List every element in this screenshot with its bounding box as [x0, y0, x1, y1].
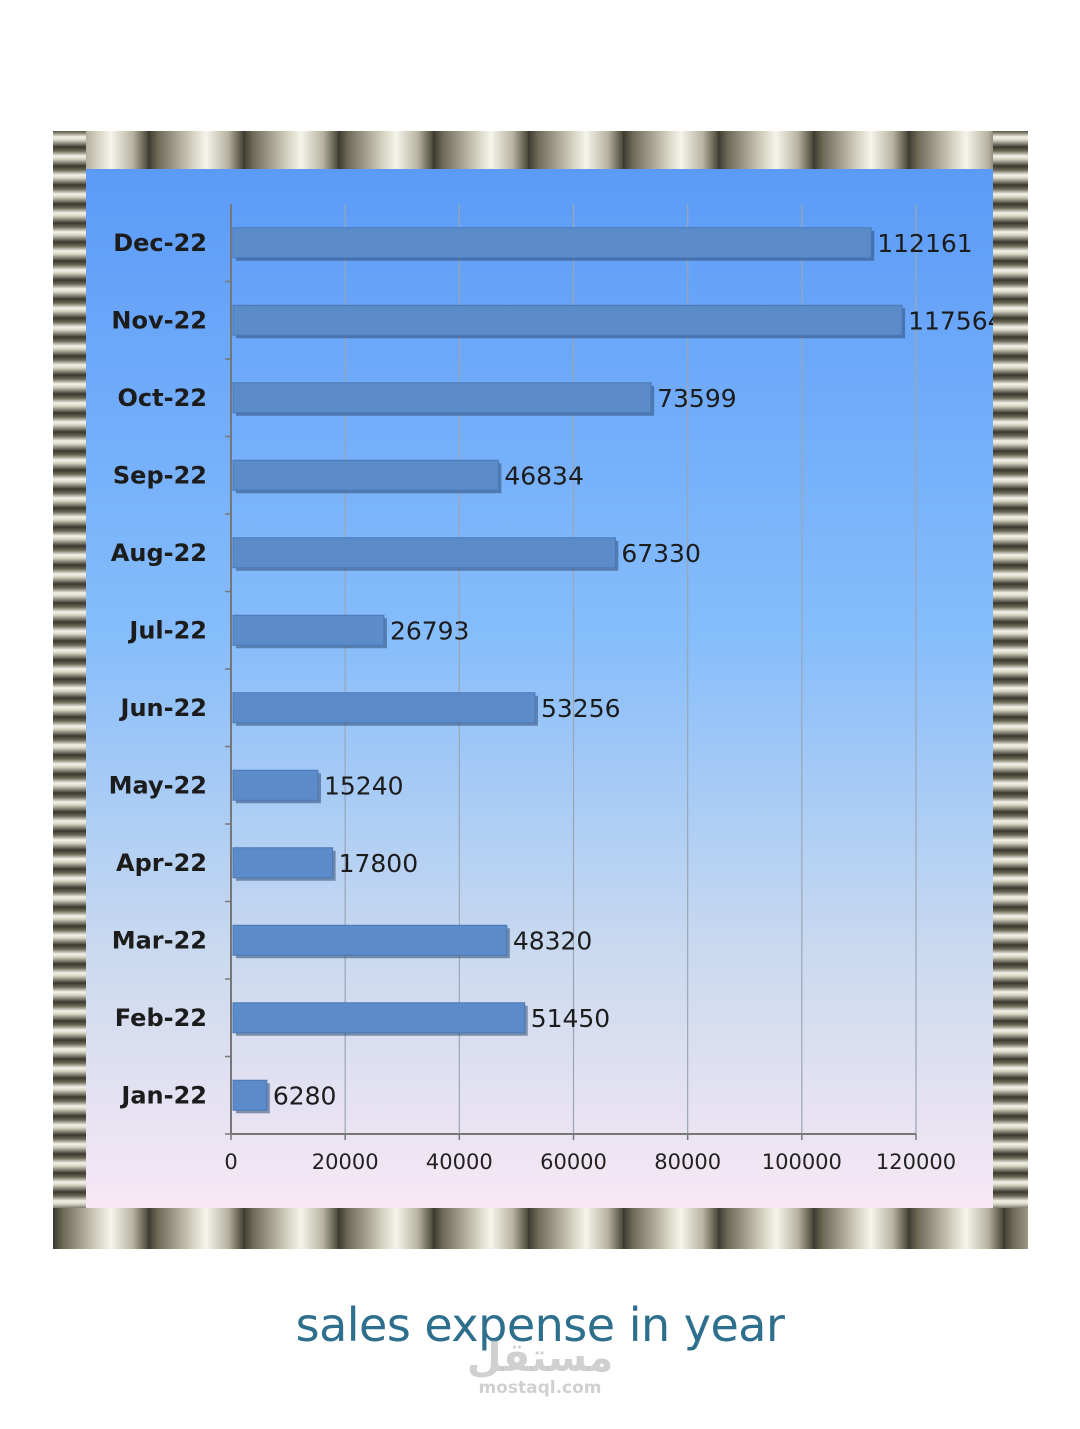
- data-label: 17800: [339, 849, 419, 878]
- y-category-label: Aug-22: [111, 539, 207, 567]
- bar: [232, 692, 536, 724]
- frame-bottom-border: [53, 1208, 1028, 1249]
- x-tick-label: 40000: [426, 1150, 493, 1174]
- watermark-logo-text: مستقل: [466, 1335, 614, 1381]
- bar: [232, 537, 616, 569]
- x-tick-label: 120000: [876, 1150, 956, 1174]
- data-label: 6280: [273, 1081, 337, 1110]
- bar: [232, 847, 334, 879]
- data-label: 53256: [541, 694, 621, 723]
- bar: [232, 304, 903, 336]
- data-label: 15240: [324, 771, 404, 800]
- data-label: 48320: [513, 926, 593, 955]
- y-category-label: Jan-22: [119, 1081, 207, 1109]
- bar-chart: 0 20000 40000 60000 80000 100000 120000 Dec-22 1…: [109, 204, 993, 1174]
- bar: [232, 1002, 526, 1034]
- y-category-label: Feb-22: [115, 1004, 207, 1032]
- y-category-label: May-22: [109, 771, 207, 799]
- bar: [232, 227, 872, 259]
- data-label: 46834: [504, 461, 584, 490]
- data-label: 26793: [390, 616, 470, 645]
- y-category-label: Apr-22: [116, 849, 207, 877]
- y-category-label: Sep-22: [113, 461, 207, 489]
- bar: [232, 1079, 268, 1111]
- x-tick-label: 20000: [312, 1150, 379, 1174]
- y-category-label: Dec-22: [113, 229, 207, 257]
- bar: [232, 459, 499, 491]
- bar: [232, 614, 385, 646]
- x-tick-label: 100000: [762, 1150, 842, 1174]
- data-label: 112161: [877, 229, 972, 258]
- bar: [232, 382, 652, 414]
- frame-left-border: [53, 131, 86, 1249]
- bar: [232, 769, 319, 801]
- y-category-label: Nov-22: [111, 306, 207, 334]
- x-tick-label: 80000: [654, 1150, 721, 1174]
- watermark: مستقل mostaql.com: [440, 1338, 640, 1398]
- data-label: 67330: [621, 539, 701, 568]
- y-category-label: Mar-22: [112, 926, 207, 954]
- bar: [232, 924, 508, 956]
- data-label: 73599: [657, 384, 737, 413]
- x-tick-label: 60000: [540, 1150, 607, 1174]
- y-category-label: Jul-22: [127, 616, 207, 644]
- data-label: 51450: [531, 1004, 611, 1033]
- x-tick-label: 0: [224, 1150, 237, 1174]
- chart-title: sales expense in year: [295, 1298, 785, 1352]
- data-label: 117564: [908, 306, 993, 335]
- y-category-label: Jun-22: [119, 694, 207, 722]
- y-category-label: Oct-22: [118, 384, 207, 412]
- watermark-url: mostaql.com: [478, 1378, 602, 1398]
- frame-right-border: [993, 131, 1028, 1249]
